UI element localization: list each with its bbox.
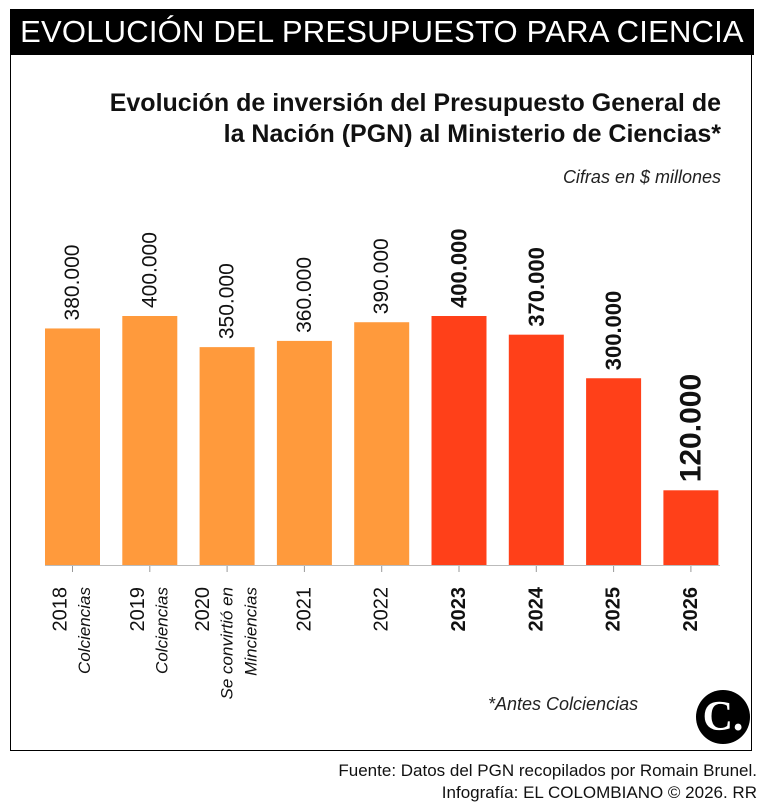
- bar-2023: [431, 316, 487, 565]
- bar-2019: [122, 316, 178, 565]
- value-label-2024: 370.000: [524, 247, 549, 327]
- value-label-2023: 400.000: [447, 228, 472, 308]
- source-line-2: Infografía: EL COLOMBIANO © 2026. RR: [441, 783, 757, 802]
- category-label-2018: 2018: [50, 587, 72, 632]
- chart-title-line-2: la Nación (PGN) al Ministerio de Ciencia…: [223, 120, 721, 148]
- value-label-2019: 400.000: [138, 232, 161, 308]
- value-label-2018: 380.000: [61, 245, 84, 321]
- banner-title: EVOLUCIÓN DEL PRESUPUESTO PARA CIENCIA: [10, 9, 754, 55]
- bar-2020: [199, 347, 255, 565]
- value-label-2021: 360.000: [293, 257, 316, 333]
- bar-2021: [276, 340, 332, 565]
- bar-2026: [663, 490, 719, 565]
- chart-frame: [10, 55, 752, 751]
- value-label-2022: 390.000: [370, 238, 393, 314]
- value-label-2026: 120.000: [674, 374, 707, 482]
- category-note-2020: Minciencias: [242, 587, 261, 676]
- category-label-2020: 2020: [192, 587, 214, 632]
- bar-2018: [45, 328, 100, 565]
- category-label-2022: 2022: [371, 587, 393, 632]
- value-label-2025: 300.000: [601, 291, 626, 371]
- category-label-2023: 2023: [448, 587, 470, 632]
- source-line-1: Fuente: Datos del PGN recopilados por Ro…: [338, 761, 757, 780]
- category-note-2020: Se convirtió en: [218, 587, 237, 699]
- chart-title-line-1: Evolución de inversión del Presupuesto G…: [109, 89, 721, 117]
- category-label-2021: 2021: [293, 587, 315, 632]
- category-label-2025: 2025: [603, 587, 625, 632]
- bar-2022: [354, 322, 410, 565]
- el-colombiano-logo: C.: [696, 690, 750, 744]
- footnote: *Antes Colciencias: [488, 694, 639, 714]
- chart-title: Evolución de inversión del Presupuesto G…: [61, 88, 721, 150]
- bar-2025: [586, 378, 642, 565]
- category-note-2019: Colciencias: [152, 587, 171, 674]
- value-label-2020: 350.000: [216, 263, 239, 339]
- source-credits: Fuente: Datos del PGN recopilados por Ro…: [338, 760, 757, 804]
- category-label-2024: 2024: [525, 586, 547, 631]
- bar-2024: [508, 334, 564, 565]
- category-label-2019: 2019: [127, 587, 149, 632]
- category-label-2026: 2026: [680, 587, 702, 632]
- chart-subtitle: Cifras en $ millones: [562, 167, 721, 187]
- category-note-2018: Colciencias: [75, 587, 94, 674]
